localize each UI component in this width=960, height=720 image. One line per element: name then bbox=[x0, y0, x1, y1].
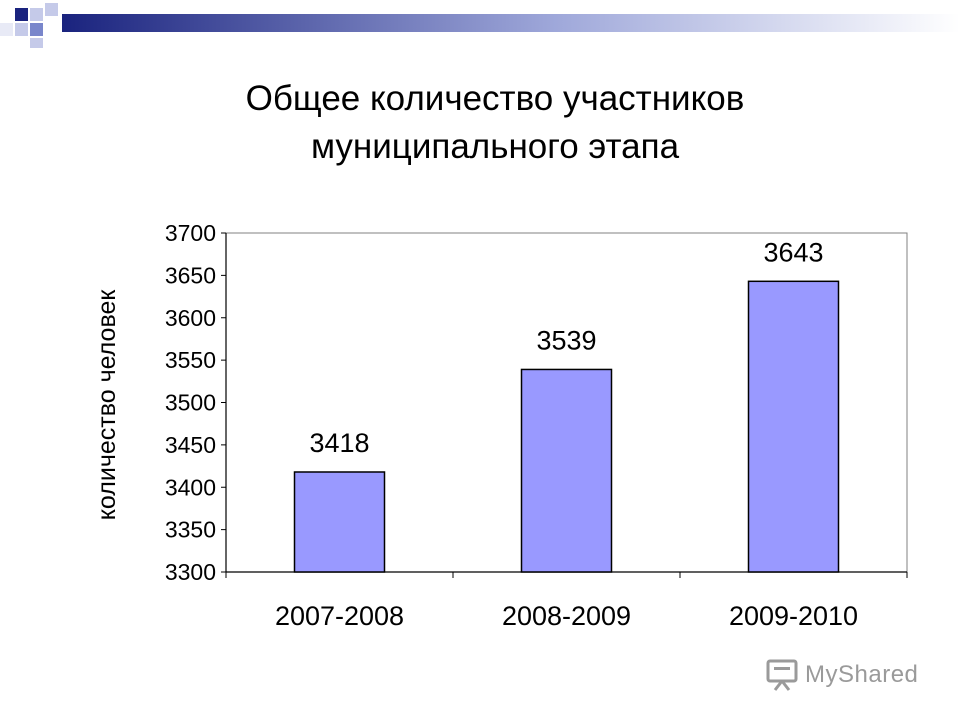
header-decoration bbox=[0, 3, 960, 48]
y-tick-label: 3700 bbox=[165, 220, 216, 246]
x-tick-label: 2009-2010 bbox=[729, 601, 858, 631]
deco-square-mid bbox=[30, 23, 43, 36]
y-tick-label: 3400 bbox=[165, 474, 216, 500]
slide-title-line-1: Общее количество участников bbox=[245, 79, 745, 118]
deco-square-dark bbox=[15, 8, 28, 21]
y-tick-label: 3500 bbox=[165, 390, 216, 416]
deco-square-light bbox=[30, 38, 43, 48]
bar bbox=[293, 471, 386, 573]
watermark: MyShared bbox=[765, 655, 918, 695]
deco-gradient-bar bbox=[62, 14, 960, 32]
presentation-board-icon bbox=[766, 659, 798, 691]
data-label: 3643 bbox=[763, 237, 823, 267]
y-tick-label: 3300 bbox=[165, 559, 216, 585]
y-tick-label: 3350 bbox=[165, 517, 216, 543]
x-tick-label: 2007-2008 bbox=[275, 601, 404, 631]
slide-title-line-2: муниципального этапа bbox=[310, 127, 680, 166]
watermark-text: MyShared bbox=[805, 661, 919, 688]
deco-square-light bbox=[45, 3, 58, 16]
y-tick-label: 3600 bbox=[165, 305, 216, 331]
deco-square-light bbox=[30, 8, 43, 21]
y-tick-label: 3650 bbox=[165, 262, 216, 288]
data-label: 3539 bbox=[536, 325, 596, 355]
deco-square-light bbox=[15, 23, 28, 36]
x-tick-label: 2008-2009 bbox=[502, 601, 631, 631]
y-tick-label: 3450 bbox=[165, 432, 216, 458]
deco-square-light bbox=[0, 23, 13, 36]
y-axis-title: количество человек bbox=[93, 289, 121, 521]
data-label: 3418 bbox=[309, 428, 369, 458]
slide-title: Общее количество участников муниципально… bbox=[0, 75, 960, 171]
y-tick-label: 3550 bbox=[165, 347, 216, 373]
bar bbox=[747, 280, 840, 573]
bar bbox=[520, 368, 613, 573]
